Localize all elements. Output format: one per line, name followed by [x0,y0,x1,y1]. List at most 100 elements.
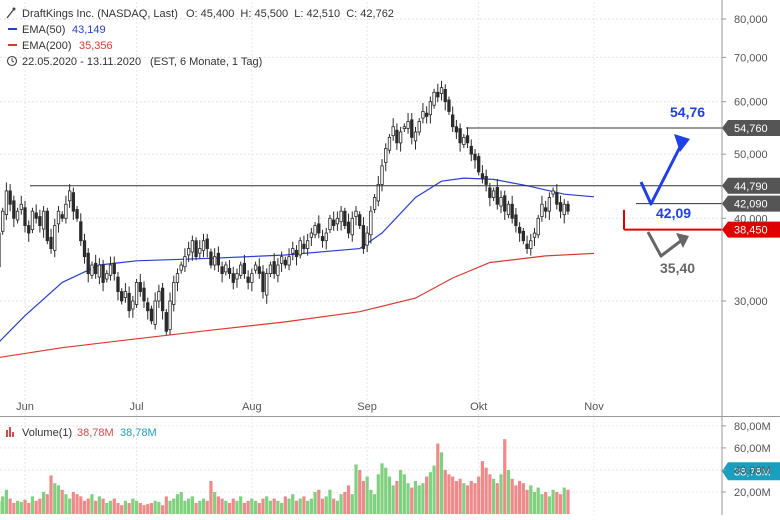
candle-body [202,241,205,251]
candle-body [537,218,540,234]
candle-body [120,292,123,301]
volume-bar [291,494,294,514]
candle-body [381,166,384,185]
volume-bar [373,494,376,514]
volume-bar [49,475,52,514]
volume-bar [150,503,153,514]
legend-ema200-label: EMA(200) [22,40,72,52]
candle-body [463,137,466,144]
volume-bar [87,499,90,514]
volume-bar [548,496,551,514]
legend-ema50: EMA(50) 43,149 [8,24,106,36]
volume-bar [470,481,473,514]
candle-body [530,241,533,249]
reference-label: 44,790 [734,181,768,193]
volume-bar [165,496,168,514]
volume-bar [9,499,12,514]
candle-body [411,120,414,138]
candle-body [355,211,358,216]
candle-body [68,191,71,201]
volume-bar [481,461,484,514]
volume-tick-label: 20,00M [734,487,771,499]
candle-body [117,277,120,292]
volume-bar [202,499,205,514]
candle-body [132,301,135,309]
volume-bar [35,501,38,514]
candle-body [50,237,53,248]
volume-bar [525,490,528,514]
candle-body [544,208,547,211]
volume-bar [90,494,93,514]
candle-body [254,265,257,270]
volume-bar [209,481,212,514]
candle-body [373,197,376,209]
volume-bar [12,503,15,514]
price-tick-label: 60,000 [734,97,768,109]
volume-bar [559,494,562,514]
candle-body [180,265,183,270]
candle-body [284,260,287,265]
candle-body [384,148,387,162]
volume-bar [53,483,56,514]
volume-bar [23,500,26,514]
candle-body [455,127,458,132]
candle-body [139,282,142,291]
candle-body [239,265,242,275]
candle-body [9,191,12,204]
candle-body [567,204,570,211]
volume-bar [131,499,134,514]
volume-bar [64,494,67,514]
volume-bar [168,501,171,514]
legend-range: 22.05.2020 - 13.11.2020 (EST, 6 Monate, … [8,56,263,68]
volume-bar [239,496,242,514]
volume-bar [336,501,339,514]
price-tick-label: 80,000 [734,14,768,26]
candle-body [358,215,361,226]
candle-body [511,204,513,218]
candle-body [113,263,116,273]
price-tick-label: 50,000 [734,149,768,161]
candle-body [533,233,536,237]
time-tick-label: Jul [130,401,144,413]
candle-body [135,282,138,304]
volume-bar [354,464,357,514]
candle-body [503,196,506,211]
volume-bar [142,505,145,514]
volume-bar [533,492,536,514]
volume-bar [61,490,64,514]
legend-ema200-value: 35,356 [79,40,113,52]
volume-bar [392,485,395,514]
ema50-swatch [8,28,17,30]
candle-body [496,187,499,204]
volume-bar [384,468,387,514]
candle-body [27,226,30,233]
candle-body [522,231,525,240]
candle-body [195,241,198,257]
candle-body [13,201,16,218]
candle-body [518,227,521,233]
volume-bar [83,501,86,514]
volume-bar [101,499,104,514]
volume-bar [187,499,190,514]
candle-body [340,211,343,222]
candle-body [414,132,417,141]
volume-bar [551,490,554,514]
candle-body [526,244,529,248]
candle-body [418,122,421,132]
reference-label: 54,760 [734,123,768,135]
candle-body [295,250,298,256]
candle-body [399,132,402,143]
volume-bar [395,481,398,514]
volume-bar [198,501,201,514]
candle-body [187,249,190,255]
volume-bar [496,483,499,514]
volume-bar [328,490,331,514]
volume-legend-label: Volume(1) [22,427,72,439]
candle-body [265,274,268,295]
candle-body [20,204,23,209]
candle-body [552,191,555,194]
candle-body [474,154,477,160]
candle-body [154,301,157,324]
candle-body [299,241,302,255]
legend-ema200: EMA(200) 35,356 [8,40,113,52]
